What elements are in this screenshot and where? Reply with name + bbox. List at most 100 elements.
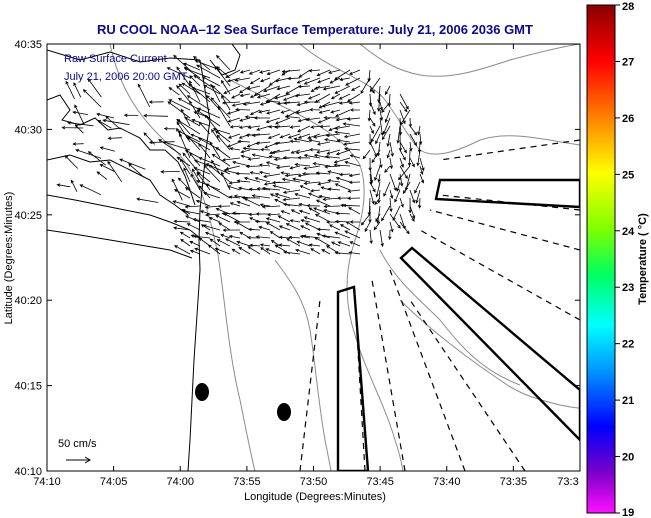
current-vector [73, 82, 82, 98]
current-vector [343, 141, 361, 146]
current-vector [308, 138, 321, 143]
colorbar-label: Temperature ( °C) [637, 213, 649, 305]
current-vector [338, 101, 351, 105]
current-vector [87, 78, 102, 98]
current-vector [316, 227, 331, 232]
current-vector [180, 238, 191, 247]
current-vector [348, 173, 361, 178]
current-vector [231, 93, 241, 99]
current-vector [235, 171, 251, 176]
current-vector [182, 152, 201, 175]
current-vector [198, 143, 211, 159]
current-vector [334, 251, 351, 255]
current-vector [381, 205, 391, 222]
current-vector [188, 83, 211, 103]
current-vector [265, 248, 281, 255]
colorbar-tick-label: 22 [622, 339, 634, 351]
current-vector [280, 210, 291, 215]
current-vector [318, 109, 331, 114]
current-vector [173, 226, 191, 231]
current-vector [415, 189, 421, 204]
y-tick-label: 40:20 [14, 295, 42, 307]
current-vector [176, 85, 191, 103]
current-vector [256, 125, 271, 131]
current-vector [309, 107, 321, 112]
current-vector [335, 117, 351, 122]
current-vector [184, 116, 201, 127]
current-vector [333, 163, 351, 167]
current-vector [344, 230, 361, 239]
current-vector [360, 77, 371, 94]
current-vector [204, 231, 221, 239]
current-vector [232, 211, 251, 215]
current-vector [193, 74, 211, 87]
current-vector [255, 141, 271, 145]
current-vector [321, 249, 331, 255]
current-vector [209, 238, 221, 247]
current-vector [226, 77, 241, 83]
current-vector [186, 95, 211, 111]
current-vector [215, 146, 231, 159]
current-vector [174, 245, 191, 255]
current-vector [383, 181, 391, 197]
current-vector [279, 133, 291, 139]
y-tick-label: 40:25 [14, 210, 42, 222]
current-vector [245, 164, 261, 169]
current-vector [306, 204, 321, 208]
current-vector [324, 155, 341, 159]
coastline [47, 44, 241, 471]
current-vector [196, 109, 221, 127]
current-vector [348, 69, 361, 75]
current-vector [266, 109, 281, 115]
scale-arrow-icon [66, 456, 91, 464]
current-vector [259, 243, 271, 247]
current-vector [192, 218, 211, 223]
colorbar-tick-label: 20 [622, 452, 634, 464]
current-vector [248, 69, 261, 75]
radial-dashed-lines [299, 139, 580, 471]
current-vector [289, 139, 301, 144]
current-vector [313, 207, 331, 215]
current-vector [339, 224, 351, 231]
current-vector [176, 66, 191, 87]
current-vector [79, 184, 102, 196]
current-vector [343, 147, 361, 151]
x-tick-label: 73:55 [233, 476, 261, 488]
current-vector [274, 93, 291, 100]
current-vector [236, 240, 251, 247]
current-vector [256, 93, 271, 99]
current-vector [198, 185, 211, 199]
current-vector [321, 234, 341, 239]
current-vector [226, 185, 241, 191]
current-vector [65, 80, 75, 100]
current-vector [285, 85, 301, 95]
current-vector [314, 213, 331, 223]
current-vector [384, 109, 391, 123]
current-vector [189, 240, 201, 247]
current-vector [346, 117, 361, 121]
current-vector [225, 165, 241, 171]
current-vector [208, 217, 221, 223]
current-vector [283, 202, 301, 207]
current-vector [325, 220, 341, 224]
current-vector [389, 157, 393, 170]
current-vector [273, 141, 291, 146]
current-vector [379, 229, 384, 247]
current-vector [183, 62, 201, 71]
current-vector [269, 230, 281, 239]
current-vector [278, 243, 291, 247]
current-vector [297, 125, 311, 133]
current-vector [302, 172, 321, 176]
current-vector [337, 241, 351, 247]
current-vector [290, 209, 301, 215]
current-vector [275, 165, 291, 170]
current-vector [303, 153, 321, 159]
current-vector [263, 85, 281, 93]
current-vector [339, 77, 351, 82]
current-vector [417, 125, 421, 136]
colorbar-tick-label: 21 [622, 395, 634, 407]
current-vector [204, 213, 221, 217]
current-vector [317, 181, 331, 186]
current-vector [394, 189, 401, 203]
current-vector [348, 251, 361, 255]
